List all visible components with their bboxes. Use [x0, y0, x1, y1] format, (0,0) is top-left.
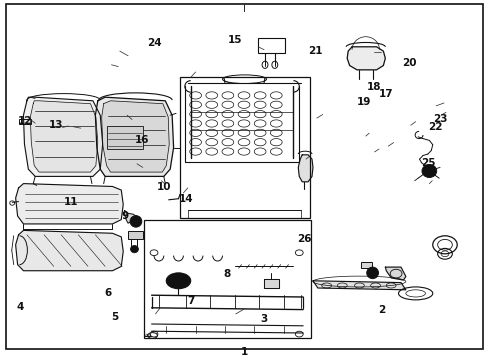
Text: 7: 7 [186, 296, 194, 306]
Polygon shape [264, 279, 278, 288]
Text: 9: 9 [121, 211, 128, 221]
Polygon shape [23, 97, 102, 176]
Text: 16: 16 [134, 135, 149, 145]
Polygon shape [124, 211, 136, 223]
Bar [128, 231, 142, 239]
Text: 4: 4 [17, 302, 24, 312]
Ellipse shape [366, 267, 378, 279]
Text: 13: 13 [49, 120, 63, 130]
Text: 25: 25 [420, 158, 435, 168]
Polygon shape [30, 101, 98, 172]
Bar [180, 77, 309, 218]
Text: 8: 8 [224, 269, 230, 279]
Bar [360, 262, 371, 268]
Polygon shape [346, 47, 385, 70]
Text: 23: 23 [432, 114, 447, 124]
Ellipse shape [130, 246, 138, 253]
Ellipse shape [130, 216, 142, 227]
Text: 12: 12 [18, 116, 33, 126]
Text: 15: 15 [227, 35, 242, 45]
Ellipse shape [172, 276, 184, 285]
Bar [144, 220, 310, 338]
Polygon shape [102, 101, 169, 172]
Text: 1: 1 [241, 347, 247, 357]
Text: 26: 26 [296, 234, 311, 244]
Text: 5: 5 [111, 312, 118, 322]
Text: 24: 24 [146, 38, 161, 48]
Text: 22: 22 [427, 122, 442, 132]
Polygon shape [16, 230, 123, 271]
Text: 3: 3 [260, 314, 267, 324]
Polygon shape [95, 97, 173, 176]
Polygon shape [385, 267, 405, 280]
Ellipse shape [421, 165, 436, 177]
Text: 19: 19 [356, 97, 371, 107]
Bar [106, 126, 143, 149]
Polygon shape [312, 281, 405, 290]
Bar [19, 119, 31, 124]
Text: 2: 2 [377, 305, 384, 315]
Polygon shape [16, 184, 123, 224]
Text: 18: 18 [366, 82, 380, 92]
Text: 17: 17 [378, 89, 393, 99]
Text: 20: 20 [402, 58, 416, 68]
Text: 6: 6 [104, 288, 111, 298]
Bar [258, 38, 285, 53]
Text: 11: 11 [63, 197, 78, 207]
Text: 21: 21 [307, 46, 322, 56]
Ellipse shape [166, 273, 190, 289]
Text: 10: 10 [156, 182, 171, 192]
Text: 14: 14 [178, 194, 193, 204]
Polygon shape [298, 155, 312, 182]
